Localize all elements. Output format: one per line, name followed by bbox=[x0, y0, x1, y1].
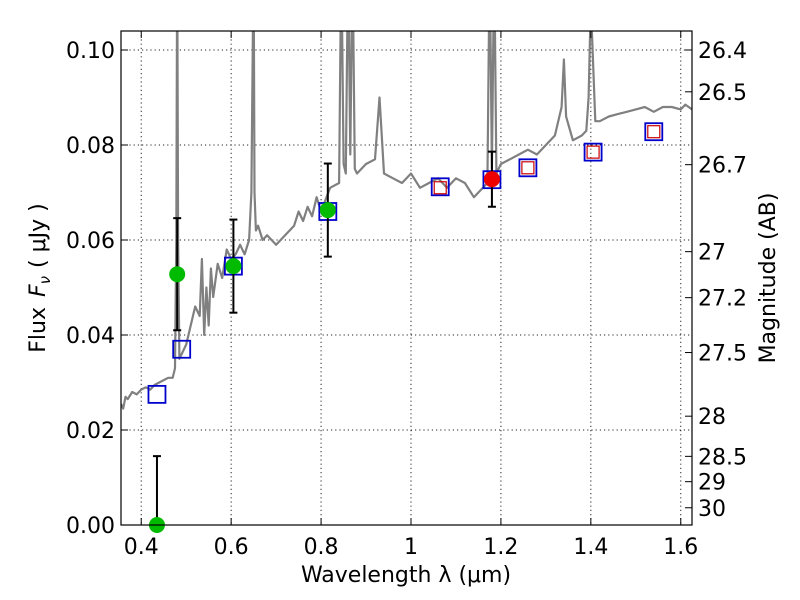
y-tick-label: 0.00 bbox=[66, 514, 115, 539]
x-tick-label: 1.2 bbox=[483, 535, 518, 560]
observed-point bbox=[483, 171, 500, 188]
model-photometry-square bbox=[518, 158, 538, 178]
model-photometry-square bbox=[172, 339, 192, 359]
data-points bbox=[147, 122, 664, 533]
observed-point bbox=[319, 202, 336, 219]
y-tick-label: 0.08 bbox=[66, 134, 115, 159]
x-tick-label: 0.6 bbox=[214, 535, 249, 560]
y-tick-label: 0.10 bbox=[66, 39, 115, 64]
x-tick-label: 0.4 bbox=[124, 535, 159, 560]
y-tick-label: 0.04 bbox=[66, 324, 115, 349]
model-photometry-square bbox=[147, 384, 167, 404]
observed-point bbox=[169, 266, 186, 283]
model-photometry-square bbox=[583, 142, 603, 162]
ir-small-square bbox=[521, 161, 535, 175]
mag-tick-label: 26.4 bbox=[698, 39, 747, 64]
y-axis-label: Flux Fν ( μJy ) bbox=[26, 203, 54, 352]
y-axis-label-prefix: Flux bbox=[26, 307, 51, 353]
ir-small-square bbox=[433, 181, 447, 195]
ir-small-square bbox=[586, 145, 600, 159]
mag-tick-label: 29 bbox=[698, 471, 726, 496]
mag-tick-label: 28 bbox=[698, 405, 726, 430]
plot-frame bbox=[120, 30, 693, 526]
mag-tick-label: 27.5 bbox=[698, 342, 747, 367]
model-photometry-square bbox=[644, 122, 664, 142]
spectrum-line bbox=[121, 31, 692, 410]
observed-point bbox=[225, 258, 242, 275]
x-tick-label: 0.8 bbox=[304, 535, 339, 560]
mag-tick-label: 27.2 bbox=[698, 287, 747, 312]
ir-small-square bbox=[647, 125, 661, 139]
mag-tick-label: 26.7 bbox=[698, 154, 747, 179]
mag-tick-label: 26.5 bbox=[698, 81, 747, 106]
y-tick-label: 0.06 bbox=[66, 229, 115, 254]
grid-lines bbox=[121, 31, 692, 525]
x-tick-label: 1.4 bbox=[573, 535, 608, 560]
mag-tick-label: 27 bbox=[698, 241, 726, 266]
x-tick-label: 1 bbox=[404, 535, 418, 560]
plot-area bbox=[121, 31, 692, 410]
model-photometry-square bbox=[430, 177, 450, 197]
axis-ticks: 0.4 0.6 0.8 1 1.2 1.4 1.6 0.00 0.02 0.04 0.06 0.08 0… bbox=[66, 31, 747, 560]
mag-tick-label: 28.5 bbox=[698, 445, 747, 470]
mag-tick-label: 30 bbox=[698, 497, 726, 522]
y-tick-label: 0.02 bbox=[66, 419, 115, 444]
y-axis-label-unit: ( μJy ) bbox=[26, 203, 51, 268]
y-axis-label-subscript: ν bbox=[36, 276, 54, 284]
y-axis-label-symbol: F bbox=[26, 284, 51, 297]
x-axis-label: Wavelength λ (μm) bbox=[301, 563, 511, 588]
x-tick-label: 1.6 bbox=[663, 535, 698, 560]
right-axis-label: Magnitude (AB) bbox=[756, 193, 781, 364]
